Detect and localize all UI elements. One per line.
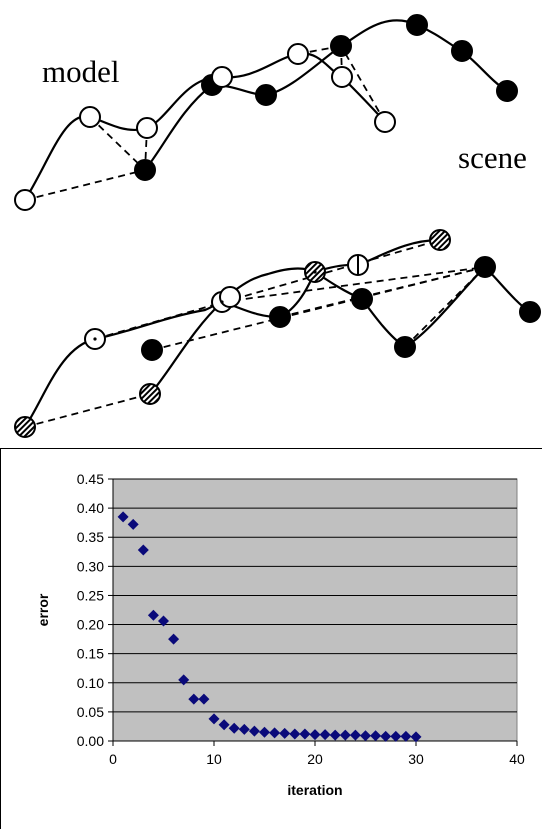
scene-curve	[144, 19, 508, 171]
scene-point	[406, 14, 428, 36]
data-point	[218, 719, 230, 731]
model-point	[219, 286, 241, 308]
x-tick-label: 40	[509, 751, 525, 767]
model-point	[331, 66, 353, 88]
data-point	[269, 727, 281, 739]
data-point	[349, 729, 361, 741]
data-point	[390, 730, 402, 742]
model-point	[79, 106, 101, 128]
x-axis-ticks: 0 10 20 30 40	[109, 741, 525, 767]
correspondence-line	[404, 266, 486, 348]
plot-area	[112, 478, 518, 742]
model-point	[211, 66, 233, 88]
data-point	[168, 633, 180, 645]
data-point	[248, 725, 260, 737]
data-point	[329, 729, 341, 741]
scene-point	[451, 40, 473, 62]
data-point	[228, 722, 240, 734]
y-axis-ticks: 0.00 0.05 0.10 0.15 0.20 0.25 0.30 0.35 0.40 0.45	[77, 471, 113, 749]
scene-point	[474, 256, 496, 278]
scene-point	[330, 35, 352, 57]
model-point	[287, 43, 309, 65]
y-tick-label: 0.10	[77, 675, 104, 691]
data-point	[360, 730, 371, 742]
model-point	[14, 189, 36, 211]
scene-point	[496, 80, 518, 102]
data-point	[127, 518, 139, 530]
matched-point-striped	[139, 383, 161, 405]
correspondence-line	[89, 116, 146, 171]
correspondence-line	[24, 393, 151, 428]
scene-point	[519, 301, 541, 323]
scene-point	[134, 159, 156, 181]
data-point	[279, 727, 291, 739]
data-point	[380, 730, 392, 742]
y-tick-label: 0.20	[77, 617, 104, 633]
x-tick-label: 30	[408, 751, 424, 767]
x-axis-title: iteration	[287, 782, 342, 798]
x-tick-label: 0	[109, 751, 117, 767]
data-point	[137, 544, 149, 556]
matched-point-striped	[429, 229, 451, 251]
model-point	[374, 111, 396, 133]
data-point	[208, 713, 220, 725]
data-point	[259, 726, 270, 738]
model-label: model	[42, 54, 120, 89]
data-point	[289, 728, 301, 740]
y-tick-label: 0.25	[77, 587, 104, 603]
diagram-aligned-correspondence	[0, 222, 543, 448]
data-point	[238, 723, 250, 735]
scene-point	[394, 336, 416, 358]
data-point	[370, 730, 382, 742]
diagram-initial-correspondence: model scene	[0, 0, 543, 222]
data-point	[198, 693, 210, 705]
data-points	[117, 511, 422, 743]
scene-curve	[149, 265, 531, 395]
scene-point	[255, 84, 277, 106]
data-point	[178, 674, 190, 686]
data-point	[400, 730, 412, 742]
scene-point	[141, 339, 163, 361]
matched-point-half	[347, 254, 369, 276]
error-chart-panel: 0.00 0.05 0.10 0.15 0.20 0.25 0.30 0.35 0.40 0.45…	[0, 448, 542, 829]
y-tick-label: 0.30	[77, 558, 104, 574]
data-point	[147, 609, 159, 621]
error-vs-iteration-chart: 0.00 0.05 0.10 0.15 0.20 0.25 0.30 0.35 0.40 0.45…	[35, 471, 525, 798]
y-axis-title: error	[35, 593, 51, 626]
data-point	[188, 693, 200, 705]
scene-point	[269, 306, 291, 328]
data-point	[319, 729, 331, 741]
x-tick-label: 20	[307, 751, 323, 767]
gridlines	[113, 478, 517, 713]
scene-point	[351, 288, 373, 310]
data-point	[158, 615, 169, 627]
data-point	[299, 728, 311, 740]
scene-label: scene	[458, 140, 527, 175]
matched-point-striped	[14, 416, 36, 438]
x-tick-label: 10	[206, 751, 222, 767]
model-point	[136, 117, 158, 139]
correspondence-line	[24, 169, 146, 201]
y-tick-label: 0.00	[77, 733, 104, 749]
data-point	[309, 729, 321, 741]
y-tick-label: 0.35	[77, 529, 104, 545]
correspondence-line	[94, 239, 441, 340]
y-tick-label: 0.15	[77, 646, 104, 662]
data-point	[410, 731, 422, 743]
data-point	[339, 729, 351, 741]
correspondence-line	[340, 45, 386, 123]
y-tick-label: 0.45	[77, 471, 104, 487]
y-tick-label: 0.40	[77, 500, 104, 516]
correspondence-line	[221, 266, 486, 303]
y-tick-label: 0.05	[77, 704, 104, 720]
